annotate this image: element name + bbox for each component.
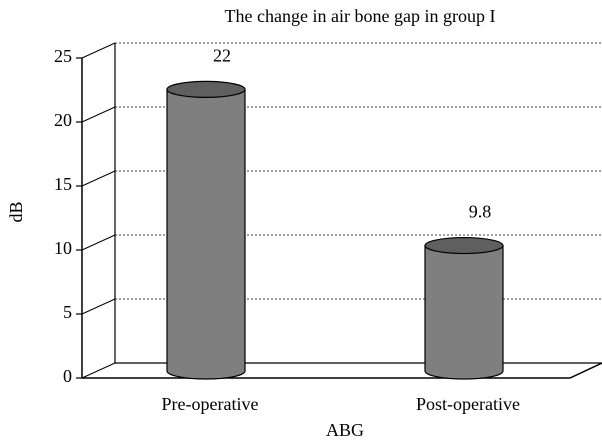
bar-top bbox=[424, 236, 504, 255]
y-tick-label: 20 bbox=[54, 110, 72, 130]
bar-top bbox=[166, 80, 246, 99]
y-tick-label: 5 bbox=[63, 302, 72, 322]
tick-diagonal bbox=[81, 106, 116, 123]
bar bbox=[424, 244, 504, 380]
y-tick-label: 0 bbox=[63, 366, 72, 386]
x-tick-label: Pre-operative bbox=[162, 394, 259, 414]
tick-diagonal bbox=[81, 170, 116, 187]
floor bbox=[82, 362, 602, 379]
data-label: 22 bbox=[213, 46, 231, 66]
y-tick-label: 10 bbox=[54, 238, 72, 258]
tick-diagonal bbox=[81, 234, 116, 251]
data-label: 9.8 bbox=[469, 202, 492, 222]
y-tick-label: 15 bbox=[54, 174, 72, 194]
x-axis-label: ABG bbox=[326, 420, 364, 440]
tick-diagonal bbox=[81, 298, 116, 315]
y-axis-label: dB bbox=[6, 201, 26, 222]
chart-title: The change in air bone gap in group I bbox=[225, 6, 496, 26]
tick-diagonal bbox=[81, 42, 116, 59]
y-tick-label: 25 bbox=[54, 46, 72, 66]
bar bbox=[166, 88, 246, 380]
x-tick-label: Post-operative bbox=[416, 394, 520, 414]
tick-diagonal bbox=[81, 362, 116, 379]
